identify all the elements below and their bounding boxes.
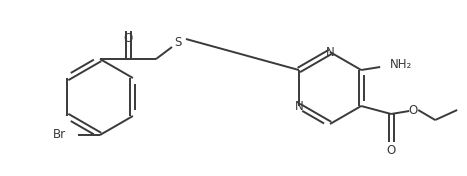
Text: Br: Br	[53, 128, 66, 142]
Text: O: O	[123, 32, 133, 45]
Text: O: O	[387, 144, 396, 158]
Text: S: S	[174, 36, 182, 49]
Text: O: O	[409, 103, 418, 117]
Text: N: N	[295, 99, 303, 112]
Text: NH₂: NH₂	[390, 58, 412, 71]
Text: N: N	[325, 46, 334, 58]
